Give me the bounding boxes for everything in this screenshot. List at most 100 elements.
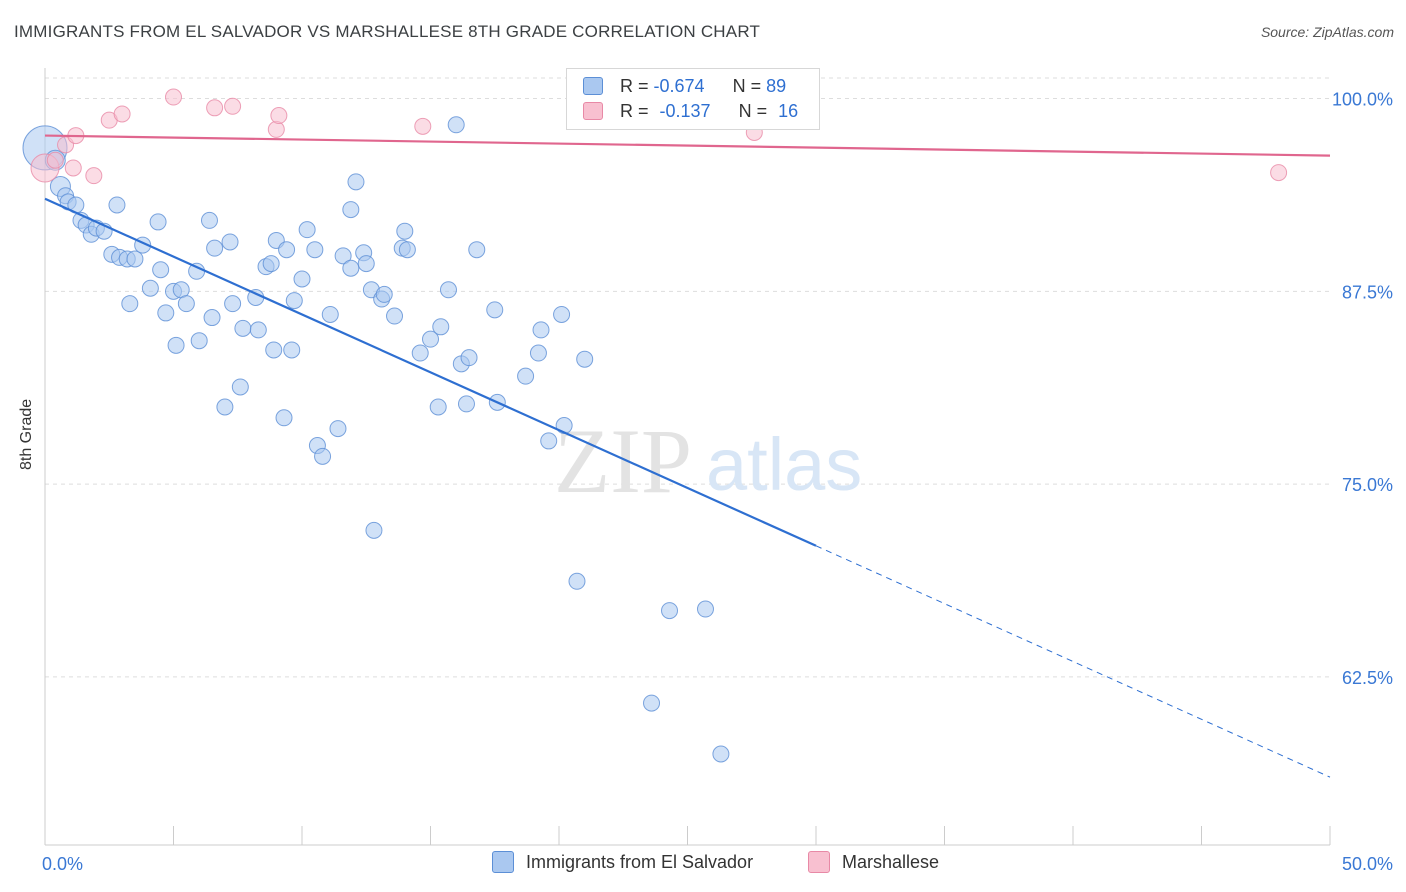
point-el-salvador bbox=[386, 307, 404, 325]
point-el-salvador bbox=[314, 447, 332, 465]
r-value: -0.674 bbox=[653, 76, 705, 96]
point-el-salvador bbox=[285, 292, 303, 310]
point-el-salvador bbox=[200, 211, 218, 229]
point-el-salvador bbox=[321, 305, 339, 323]
point-el-salvador bbox=[347, 173, 365, 191]
point-el-salvador bbox=[553, 305, 571, 323]
legend-label: Marshallese bbox=[842, 852, 940, 872]
chart-title: IMMIGRANTS FROM EL SALVADOR VS MARSHALLE… bbox=[14, 22, 761, 41]
trend-line-marshallese bbox=[44, 134, 1331, 157]
point-el-salvador bbox=[283, 341, 301, 359]
n-label: N = bbox=[732, 76, 767, 96]
point-el-salvador bbox=[517, 367, 535, 385]
point-el-salvador bbox=[643, 694, 661, 712]
point-el-salvador bbox=[365, 521, 383, 539]
point-el-salvador bbox=[532, 321, 550, 339]
point-marshallese bbox=[414, 117, 432, 135]
pink-swatch bbox=[583, 102, 603, 120]
point-el-salvador bbox=[152, 261, 170, 279]
axes bbox=[44, 68, 1331, 846]
point-el-salvador bbox=[429, 398, 447, 416]
point-el-salvador bbox=[108, 196, 126, 214]
y-tick-label: 62.5% bbox=[1342, 668, 1393, 688]
point-el-salvador bbox=[447, 116, 465, 134]
watermark-atlas: atlas bbox=[706, 423, 862, 506]
data-points bbox=[22, 88, 1288, 763]
r-label: R = bbox=[620, 101, 654, 121]
gridlines bbox=[45, 77, 1330, 678]
point-marshallese bbox=[46, 151, 64, 169]
point-el-salvador bbox=[375, 285, 393, 303]
source-label: Source: ZipAtlas.com bbox=[1260, 24, 1394, 40]
point-el-salvador bbox=[190, 332, 208, 350]
point-el-salvador bbox=[275, 409, 293, 427]
point-el-salvador bbox=[141, 279, 159, 297]
stats-box: R = -0.674 N = 89 R = -0.137 N = 16 bbox=[566, 68, 820, 130]
point-el-salvador bbox=[224, 295, 242, 313]
legend-item-marshallese[interactable]: Marshallese bbox=[808, 851, 939, 873]
point-el-salvador bbox=[157, 304, 175, 322]
x-tick-label: 50.0% bbox=[1342, 854, 1393, 874]
stats-row-pink: R = -0.137 N = 16 bbox=[583, 101, 798, 125]
point-el-salvador bbox=[398, 241, 416, 259]
point-el-salvador bbox=[661, 602, 679, 620]
point-el-salvador bbox=[177, 295, 195, 313]
point-el-salvador bbox=[293, 270, 311, 288]
trend-line-el-salvador bbox=[44, 197, 817, 547]
point-marshallese bbox=[1270, 164, 1288, 182]
point-el-salvador bbox=[468, 241, 486, 259]
tick-labels: 62.5% 75.0% 87.5% 100.0% 0.0% 50.0% bbox=[42, 90, 1393, 874]
point-el-salvador bbox=[167, 336, 185, 354]
n-value: 16 bbox=[778, 101, 799, 121]
n-value: 89 bbox=[766, 76, 787, 96]
trend-lines bbox=[44, 134, 1331, 778]
point-marshallese bbox=[267, 120, 285, 138]
point-el-salvador bbox=[712, 745, 730, 763]
point-el-salvador bbox=[540, 432, 558, 450]
point-el-salvador bbox=[234, 319, 252, 337]
watermark: ZIP atlas bbox=[554, 410, 862, 512]
point-el-salvador bbox=[306, 241, 324, 259]
watermark-zip: ZIP bbox=[554, 410, 692, 512]
r-label: R = bbox=[620, 76, 654, 96]
point-marshallese bbox=[224, 97, 242, 115]
point-el-salvador bbox=[231, 378, 249, 396]
point-el-salvador bbox=[486, 301, 504, 319]
point-el-salvador bbox=[411, 344, 429, 362]
point-el-salvador bbox=[342, 201, 360, 219]
legend-swatch-pink bbox=[808, 851, 830, 873]
legend-label: Immigrants from El Salvador bbox=[526, 852, 754, 872]
point-el-salvador bbox=[334, 247, 352, 265]
point-marshallese bbox=[206, 99, 224, 117]
point-el-salvador bbox=[432, 318, 450, 336]
point-el-salvador bbox=[696, 600, 714, 618]
n-label: N = bbox=[738, 101, 773, 121]
point-el-salvador bbox=[576, 350, 594, 368]
point-el-salvador bbox=[265, 341, 283, 359]
trend-line-el-salvador-extension bbox=[815, 545, 1331, 778]
legend-item-el-salvador[interactable]: Immigrants from El Salvador bbox=[492, 851, 753, 873]
point-marshallese bbox=[113, 105, 131, 123]
point-el-salvador bbox=[342, 259, 360, 277]
point-el-salvador bbox=[121, 295, 139, 313]
point-marshallese bbox=[64, 159, 82, 177]
point-el-salvador bbox=[396, 222, 414, 240]
point-el-salvador bbox=[457, 395, 475, 413]
point-el-salvador bbox=[460, 349, 478, 367]
point-el-salvador bbox=[221, 233, 239, 251]
y-tick-label: 87.5% bbox=[1342, 282, 1393, 302]
point-marshallese bbox=[165, 88, 182, 106]
point-marshallese bbox=[270, 107, 288, 125]
stats-row-blue: R = -0.674 N = 89 bbox=[583, 76, 786, 100]
point-el-salvador bbox=[216, 398, 234, 416]
point-marshallese bbox=[85, 167, 103, 185]
point-el-salvador bbox=[529, 344, 547, 362]
point-el-salvador bbox=[298, 221, 316, 239]
point-el-salvador bbox=[568, 572, 586, 590]
point-el-salvador bbox=[149, 213, 167, 231]
point-el-salvador bbox=[206, 239, 224, 257]
point-el-salvador bbox=[262, 255, 280, 273]
point-el-salvador bbox=[278, 241, 296, 259]
point-el-salvador bbox=[357, 255, 375, 273]
